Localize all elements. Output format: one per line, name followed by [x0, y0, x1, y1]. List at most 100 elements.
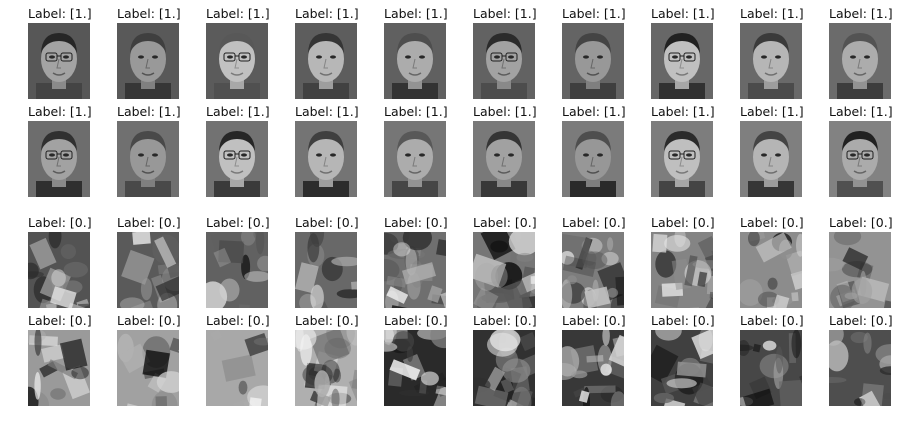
image-tile: Label: [1.] [295, 103, 383, 197]
tile-label: Label: [1.] [473, 6, 537, 21]
image-tile: Label: [1.] [473, 5, 561, 99]
image-tile: Label: [0.] [384, 214, 472, 308]
hummer-truck-photo [740, 330, 802, 406]
face-photo [117, 23, 179, 99]
tile-label: Label: [1.] [28, 6, 92, 21]
foliage-photo [651, 330, 713, 406]
tile-label: Label: [0.] [384, 215, 448, 230]
tile-label: Label: [1.] [384, 6, 448, 21]
image-tile: Label: [1.] [562, 5, 650, 99]
image-tile: Label: [0.] [295, 312, 383, 406]
image-tile: Label: [0.] [740, 214, 828, 308]
tile-label: Label: [0.] [562, 215, 626, 230]
tile-label: Label: [0.] [473, 313, 537, 328]
image-tile: Label: [0.] [117, 312, 205, 406]
face-photo [295, 23, 357, 99]
tile-label: Label: [0.] [740, 313, 804, 328]
tile-label: Label: [1.] [206, 6, 270, 21]
tile-label: Label: [1.] [651, 6, 715, 21]
tile-label: Label: [0.] [740, 215, 804, 230]
image-tile: Label: [1.] [28, 5, 116, 99]
flower-photo [28, 330, 90, 406]
image-tile: Label: [0.] [28, 312, 116, 406]
tile-label: Label: [1.] [473, 104, 537, 119]
image-tile: Label: [0.] [384, 312, 472, 406]
tile-label: Label: [1.] [829, 6, 893, 21]
stone-bowl-photo [28, 232, 90, 308]
tile-label: Label: [1.] [295, 6, 359, 21]
face-photo [117, 121, 179, 197]
tile-label: Label: [0.] [28, 215, 92, 230]
image-tile: Label: [0.] [473, 312, 561, 406]
image-tile: Label: [1.] [740, 5, 828, 99]
propeller-plane-photo [473, 330, 535, 406]
bright-object-photo [206, 232, 268, 308]
tile-label: Label: [0.] [651, 215, 715, 230]
tile-label: Label: [0.] [384, 313, 448, 328]
face-photo [206, 121, 268, 197]
tile-label: Label: [1.] [117, 6, 181, 21]
face-photo [206, 23, 268, 99]
face-photo [384, 23, 446, 99]
tile-label: Label: [0.] [562, 313, 626, 328]
image-tile: Label: [1.] [473, 103, 561, 197]
paper-bird-photo [651, 232, 713, 308]
image-tile: Label: [1.] [206, 103, 294, 197]
tile-label: Label: [1.] [117, 104, 181, 119]
dark-object-photo [384, 330, 446, 406]
image-tile: Label: [0.] [829, 312, 916, 406]
image-tile: Label: [0.] [651, 312, 739, 406]
tile-label: Label: [1.] [295, 104, 359, 119]
image-tile: Label: [0.] [295, 214, 383, 308]
face-photo [28, 121, 90, 197]
image-tile: Label: [0.] [829, 214, 916, 308]
face-photo [740, 121, 802, 197]
foliage-photo [295, 232, 357, 308]
tile-label: Label: [0.] [206, 313, 270, 328]
image-tile: Label: [1.] [829, 5, 916, 99]
image-tile: Label: [1.] [740, 103, 828, 197]
tile-label: Label: [1.] [28, 104, 92, 119]
tile-label: Label: [1.] [740, 104, 804, 119]
image-tile: Label: [1.] [206, 5, 294, 99]
tile-label: Label: [0.] [117, 313, 181, 328]
tile-label: Label: [1.] [829, 104, 893, 119]
tile-label: Label: [1.] [384, 104, 448, 119]
image-tile: Label: [1.] [28, 103, 116, 197]
moon-shell-photo [295, 330, 357, 406]
tile-label: Label: [0.] [295, 215, 359, 230]
tile-label: Label: [0.] [651, 313, 715, 328]
face-photo [651, 23, 713, 99]
face-photo [829, 121, 891, 197]
image-tile: Label: [1.] [829, 103, 916, 197]
image-tile: Label: [1.] [384, 5, 472, 99]
tile-label: Label: [0.] [829, 215, 893, 230]
crumpled-paper-photo [117, 232, 179, 308]
image-tile: Label: [0.] [562, 214, 650, 308]
tile-label: Label: [0.] [28, 313, 92, 328]
tile-label: Label: [0.] [295, 313, 359, 328]
image-tile: Label: [1.] [117, 5, 205, 99]
face-photo [562, 121, 624, 197]
helicopter-photo [206, 330, 268, 406]
bag-photo [740, 232, 802, 308]
tile-label: Label: [1.] [562, 104, 626, 119]
face-photo [473, 121, 535, 197]
image-tile: Label: [1.] [117, 103, 205, 197]
airplane-photo [562, 330, 624, 406]
image-tile: Label: [1.] [651, 103, 739, 197]
face-photo [740, 23, 802, 99]
car-photo [117, 330, 179, 406]
image-tile: Label: [0.] [562, 312, 650, 406]
sphere-stack-photo [562, 232, 624, 308]
tulips-photo [384, 232, 446, 308]
airplane-photo [829, 232, 891, 308]
image-tile: Label: [0.] [206, 312, 294, 406]
image-tile: Label: [1.] [295, 5, 383, 99]
image-tile: Label: [0.] [206, 214, 294, 308]
tile-label: Label: [1.] [206, 104, 270, 119]
image-tile: Label: [1.] [384, 103, 472, 197]
tile-label: Label: [1.] [651, 104, 715, 119]
face-photo [829, 23, 891, 99]
face-photo [562, 23, 624, 99]
